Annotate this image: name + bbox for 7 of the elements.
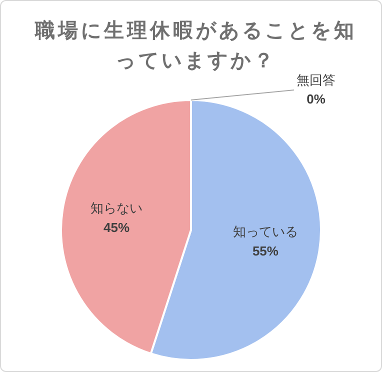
text: 0% — [306, 92, 326, 107]
data-label: 55% — [252, 243, 279, 258]
data-label: 45% — [104, 220, 130, 235]
chart-title: 職場に生理休暇があることを知っていますか？ — [34, 17, 358, 74]
slice-label: 知っている — [232, 225, 298, 240]
category-label: 無回答 — [296, 73, 336, 88]
slice-label: 知らない — [90, 202, 143, 217]
